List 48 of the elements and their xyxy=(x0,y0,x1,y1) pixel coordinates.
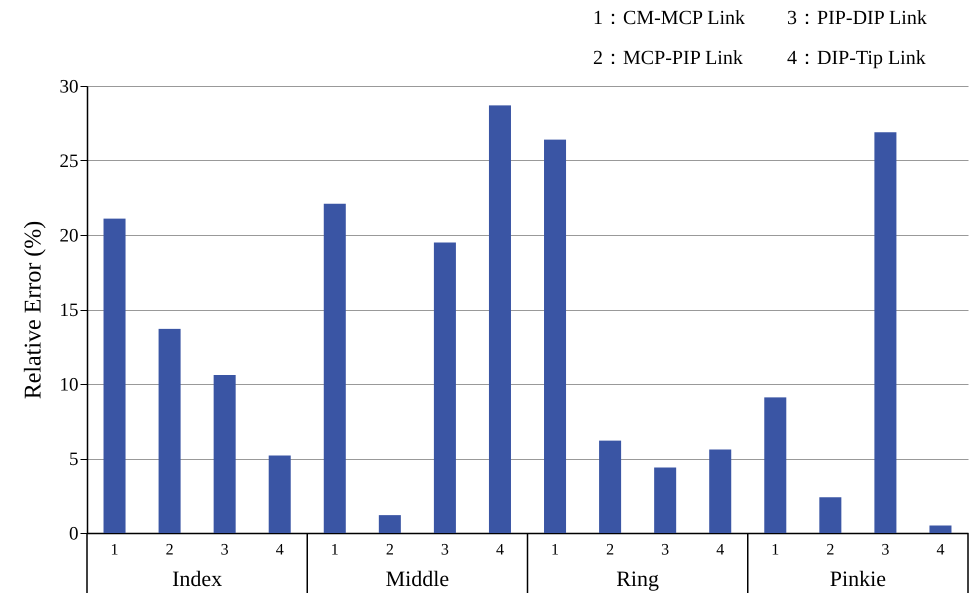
bar xyxy=(104,218,126,533)
y-tick-label: 10 xyxy=(60,374,78,396)
bar xyxy=(488,105,511,533)
y-tick-label: 30 xyxy=(60,76,78,98)
x-tick-label: 3 xyxy=(661,542,670,558)
bar xyxy=(819,497,842,533)
x-tick-label: 4 xyxy=(936,542,944,558)
bar xyxy=(214,375,236,533)
x-tick-label: 4 xyxy=(716,542,724,558)
x-tick-label: 2 xyxy=(826,542,834,558)
x-tick-label: 4 xyxy=(496,542,504,558)
x-tick-label: 2 xyxy=(166,542,174,558)
bar xyxy=(709,450,732,533)
y-tick-label: 20 xyxy=(60,226,78,246)
bar xyxy=(599,440,622,533)
bar xyxy=(268,456,291,533)
y-tick-label: 15 xyxy=(60,300,78,321)
bar xyxy=(158,328,181,533)
x-tick-label: 1 xyxy=(771,542,780,558)
bar xyxy=(434,242,456,533)
y-axis-title: Relative Error (%) xyxy=(20,220,46,400)
text: 4：DIP-Tip Link xyxy=(787,47,926,69)
bar xyxy=(654,467,676,533)
x-tick-label: 3 xyxy=(220,542,229,558)
bar xyxy=(544,140,566,533)
y-tick-label: 5 xyxy=(69,449,78,470)
x-tick-label: 3 xyxy=(881,542,890,558)
text: Index xyxy=(172,566,222,591)
text: Middle xyxy=(386,566,450,591)
x-tick-label: 2 xyxy=(606,542,614,558)
text: 1：CM-MCP Link xyxy=(593,7,746,29)
text: Ring xyxy=(616,566,660,591)
y-tick-label: 0 xyxy=(69,524,78,544)
text: 2：MCP-PIP Link xyxy=(593,47,743,69)
bar xyxy=(874,132,896,533)
text: 3：PIP-DIP Link xyxy=(787,7,927,29)
bar xyxy=(764,397,786,533)
bar xyxy=(324,204,346,533)
text: Pinkie xyxy=(830,566,886,591)
x-tick-label: 3 xyxy=(440,542,449,558)
bar xyxy=(378,515,401,533)
x-tick-label: 1 xyxy=(551,542,560,558)
bar xyxy=(929,526,952,533)
x-tick-label: 1 xyxy=(330,542,339,558)
x-tick-label: 4 xyxy=(276,542,284,558)
x-tick-label: 2 xyxy=(386,542,394,558)
x-tick-label: 1 xyxy=(110,542,119,558)
y-tick-label: 25 xyxy=(60,151,78,172)
